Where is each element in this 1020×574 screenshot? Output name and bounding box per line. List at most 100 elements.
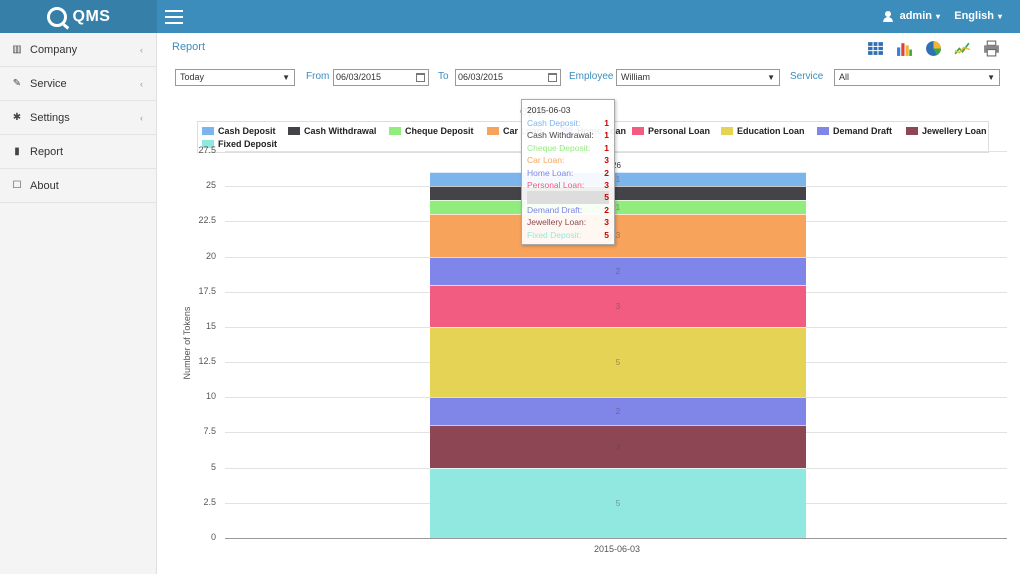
legend-item-jewellery-loan[interactable]: Jewellery Loan — [906, 126, 987, 136]
dropdown-arrow-icon: ▼ — [987, 73, 995, 82]
tooltip-row: Home Loan: 2 — [527, 167, 609, 179]
sidebar-item-label: Settings — [30, 111, 70, 124]
bar-chart-icon[interactable] — [896, 40, 913, 57]
line-chart-icon[interactable] — [954, 40, 971, 57]
from-date-value: 06/03/2015 — [336, 72, 382, 82]
y-tick-label: 22.5 — [198, 215, 216, 226]
edit-icon: ☐ — [12, 180, 22, 191]
tooltip-date: 2015-06-03 — [527, 105, 571, 115]
legend-label: Personal Loan — [648, 126, 711, 136]
tooltip-row-label: Home Loan: — [527, 167, 574, 178]
legend-swatch — [817, 127, 829, 135]
bar-segment-jewellery-loan[interactable]: 3 — [430, 425, 806, 468]
top-navbar: QMS admin ▾ English ▾ — [0, 0, 1020, 33]
y-tick-label: 12.5 — [198, 356, 216, 367]
tooltip-row-value: 5 — [604, 192, 609, 203]
tooltip-row-value: 2 — [604, 204, 609, 215]
logo-text: QMS — [72, 7, 111, 25]
legend-item-fixed-deposit[interactable]: Fixed Deposit — [202, 139, 277, 149]
calendar-icon[interactable] — [548, 73, 557, 82]
tooltip-row: Personal Loan: 3 — [527, 179, 609, 191]
legend-item-cash-withdrawal[interactable]: Cash Withdrawal — [288, 126, 376, 136]
sidebar: ▥ Company ‹ ✎ Service ‹ ✱ Settings ‹ ▮ R… — [0, 33, 157, 574]
tooltip-row: Cheque Deposit: 1 — [527, 142, 609, 154]
report-toolbar — [867, 40, 1000, 57]
chevron-left-icon: ‹ — [140, 44, 143, 55]
bar-segment-education-loan[interactable]: 5 — [430, 326, 806, 398]
user-menu[interactable]: admin ▾ — [882, 10, 940, 22]
sidebar-item-service[interactable]: ✎ Service ‹ — [0, 67, 156, 101]
book-icon: ▮ — [14, 146, 20, 157]
calendar-icon[interactable] — [416, 73, 425, 82]
chart-tooltip: 2015-06-03 Cash Deposit: 1 Cash Withdrawa… — [521, 99, 615, 245]
y-tick-label: 17.5 — [198, 285, 216, 296]
legend-item-cash-deposit[interactable]: Cash Deposit — [202, 126, 276, 136]
period-select[interactable]: Today ▼ — [175, 69, 295, 86]
legend-swatch — [906, 127, 918, 135]
bar-segment-cash-deposit[interactable]: 1 — [430, 172, 806, 187]
bar-segment-car-loan[interactable]: 3 — [430, 214, 806, 257]
legend-item-demand-draft[interactable]: Demand Draft — [817, 126, 892, 136]
bar-segment-fixed-deposit[interactable]: 5 — [430, 467, 806, 538]
y-tick-label: 0 — [210, 532, 216, 542]
legend-label: Cash Deposit — [218, 126, 276, 136]
tooltip-row-label: Personal Loan: — [527, 179, 585, 190]
legend-item-education-loan[interactable]: Education Loan — [721, 126, 805, 136]
to-date-input[interactable]: 06/03/2015 — [455, 69, 561, 86]
service-select[interactable]: All ▼ — [834, 69, 1000, 86]
pie-chart-icon[interactable] — [925, 40, 942, 57]
employee-select[interactable]: William ▼ — [616, 69, 780, 86]
bar-segment-value: 5 — [615, 358, 621, 368]
tooltip-row-value: 1 — [604, 142, 609, 153]
language-label: English — [954, 10, 994, 22]
sidebar-item-about[interactable]: ☐ About — [0, 169, 156, 203]
bar-segment-cash-withdrawal[interactable]: 1 — [430, 186, 806, 201]
employee-label: Employee — [569, 71, 614, 82]
from-label: From — [306, 71, 330, 82]
legend-swatch — [389, 127, 401, 135]
language-menu[interactable]: English ▾ — [954, 10, 1002, 22]
gear-icon: ✱ — [12, 112, 22, 123]
bar-segment-demand-draft[interactable]: 2 — [430, 397, 806, 426]
bar-segment-cheque-deposit[interactable]: 1 — [430, 200, 806, 215]
y-tick-label: 7.5 — [203, 426, 216, 437]
tooltip-row: Jewellery Loan: 3 — [527, 216, 609, 228]
legend-item-cheque-deposit[interactable]: Cheque Deposit — [389, 126, 474, 136]
legend-item-personal-loan[interactable]: Personal Loan — [632, 126, 710, 136]
logo[interactable]: QMS — [0, 0, 157, 33]
from-date-input[interactable]: 06/03/2015 — [333, 69, 429, 86]
page-title: Report — [172, 41, 206, 53]
service-value: All — [839, 72, 850, 82]
y-tick-label: 20 — [205, 250, 216, 261]
bar-segment-home-loan[interactable]: 2 — [430, 256, 806, 285]
table-icon[interactable] — [867, 40, 884, 57]
legend-swatch — [288, 127, 300, 135]
sidebar-item-settings[interactable]: ✱ Settings ‹ — [0, 101, 156, 135]
sidebar-item-label: About — [30, 179, 59, 192]
legend-label: Demand Draft — [833, 126, 893, 136]
caret-down-icon: ▾ — [935, 11, 940, 21]
to-date-value: 06/03/2015 — [458, 72, 504, 82]
sidebar-item-company[interactable]: ▥ Company ‹ — [0, 33, 156, 67]
y-tick-label: 25 — [205, 180, 216, 191]
grid-line — [225, 151, 1007, 152]
service-label: Service — [790, 71, 824, 82]
print-icon[interactable] — [983, 40, 1000, 57]
chevron-left-icon: ‹ — [140, 78, 143, 89]
bar-segment-personal-loan[interactable]: 3 — [430, 284, 806, 327]
legend-swatch — [721, 127, 733, 135]
menu-toggle-icon[interactable] — [165, 10, 183, 24]
tooltip-row-label: Cash Deposit: — [527, 118, 581, 128]
bar-segment-value: 5 — [615, 498, 621, 508]
sidebar-item-label: Company — [30, 43, 78, 56]
tooltip-row-label: Demand Draft: — [527, 204, 583, 215]
to-label: To — [438, 71, 449, 82]
logo-q-icon — [46, 6, 67, 27]
bar-segment-value: 2 — [615, 266, 621, 276]
tooltip-row: Fixed Deposit: 5 — [527, 229, 609, 241]
y-tick-label: 5 — [210, 461, 216, 472]
dropdown-arrow-icon: ▼ — [767, 73, 775, 82]
y-axis-title: Number of Tokens — [182, 306, 192, 380]
tooltip-row-value: 3 — [604, 217, 609, 228]
sidebar-item-report[interactable]: ▮ Report — [0, 135, 156, 169]
